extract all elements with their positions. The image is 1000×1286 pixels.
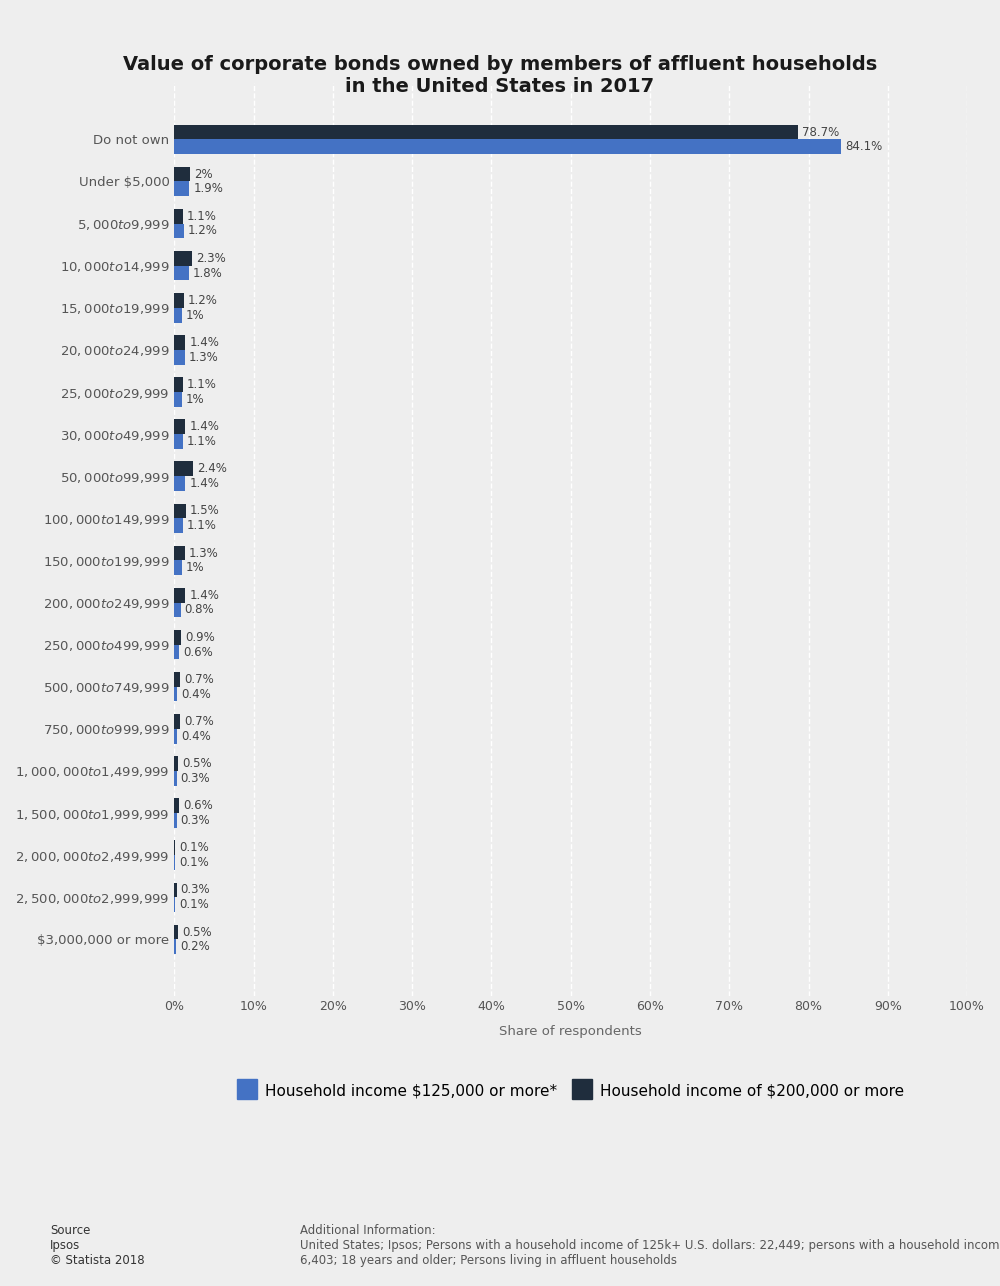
Text: Additional Information:
United States; Ipsos; Persons with a household income of: Additional Information: United States; I… (300, 1224, 1000, 1267)
Bar (174, 518, 183, 534)
Text: 1.4%: 1.4% (189, 589, 219, 602)
Bar (174, 462, 193, 476)
Bar (174, 504, 186, 518)
Text: 0.7%: 0.7% (184, 715, 214, 728)
Bar (174, 714, 180, 729)
Text: 0.8%: 0.8% (185, 603, 214, 616)
Bar (174, 307, 182, 323)
Bar (174, 799, 179, 813)
Bar (174, 139, 841, 154)
Text: 1.1%: 1.1% (187, 520, 217, 532)
Text: 2.4%: 2.4% (197, 463, 227, 476)
Text: 1.4%: 1.4% (189, 421, 219, 433)
Bar (174, 630, 181, 644)
Bar (174, 588, 185, 603)
Bar (174, 756, 178, 770)
Text: 1%: 1% (186, 561, 205, 575)
Text: 1.1%: 1.1% (187, 435, 217, 448)
Bar (174, 266, 189, 280)
Text: 0.3%: 0.3% (181, 883, 210, 896)
Bar (174, 939, 176, 954)
Bar (174, 435, 183, 449)
Text: 1.4%: 1.4% (189, 477, 219, 490)
Bar (174, 729, 177, 743)
Bar (174, 167, 190, 181)
Text: 1%: 1% (186, 309, 205, 322)
Text: 0.9%: 0.9% (185, 630, 215, 644)
Bar (174, 392, 182, 406)
Text: 1.4%: 1.4% (189, 336, 219, 349)
Text: 0.3%: 0.3% (181, 772, 210, 784)
Text: 1%: 1% (186, 392, 205, 406)
Legend: Household income $125,000 or more*, Household income of $200,000 or more: Household income $125,000 or more*, Hous… (230, 1075, 912, 1106)
Bar (174, 419, 185, 435)
Text: 0.2%: 0.2% (180, 940, 210, 953)
Bar (174, 882, 177, 898)
Text: 0.4%: 0.4% (181, 688, 211, 701)
Text: 1.1%: 1.1% (187, 378, 217, 391)
Bar (174, 545, 185, 561)
Text: 78.7%: 78.7% (802, 126, 839, 139)
Text: 1.5%: 1.5% (190, 504, 220, 517)
Text: 0.6%: 0.6% (183, 646, 213, 658)
Bar (174, 336, 185, 350)
Text: 84.1%: 84.1% (845, 140, 882, 153)
Text: 0.3%: 0.3% (181, 814, 210, 827)
X-axis label: Share of respondents: Share of respondents (499, 1025, 642, 1038)
Bar (174, 224, 184, 238)
Text: 1.1%: 1.1% (187, 210, 217, 222)
Bar (174, 813, 177, 828)
Text: 0.5%: 0.5% (182, 926, 212, 939)
Text: 0.4%: 0.4% (181, 729, 211, 743)
Text: 1.2%: 1.2% (188, 294, 218, 307)
Bar (174, 476, 185, 491)
Text: Value of corporate bonds owned by members of affluent households
in the United S: Value of corporate bonds owned by member… (123, 55, 877, 96)
Bar (174, 377, 183, 392)
Text: 1.3%: 1.3% (189, 351, 218, 364)
Text: 0.7%: 0.7% (184, 673, 214, 685)
Text: 0.6%: 0.6% (183, 799, 213, 813)
Bar (174, 603, 181, 617)
Bar (174, 644, 179, 660)
Text: 1.2%: 1.2% (188, 225, 218, 238)
Bar (174, 561, 182, 575)
Bar (174, 208, 183, 224)
Text: 1.8%: 1.8% (192, 266, 222, 279)
Bar (174, 251, 192, 266)
Bar (174, 925, 178, 939)
Text: 1.9%: 1.9% (193, 183, 223, 195)
Text: 0.1%: 0.1% (179, 841, 209, 854)
Bar (174, 293, 184, 307)
Bar (174, 770, 177, 786)
Text: Source
Ipsos
© Statista 2018: Source Ipsos © Statista 2018 (50, 1224, 145, 1267)
Bar (174, 181, 189, 197)
Text: 1.3%: 1.3% (189, 547, 218, 559)
Text: 0.5%: 0.5% (182, 757, 212, 770)
Bar (174, 125, 798, 139)
Text: 0.1%: 0.1% (179, 898, 209, 912)
Bar (174, 673, 180, 687)
Text: 2.3%: 2.3% (196, 252, 226, 265)
Text: 2%: 2% (194, 167, 213, 180)
Text: 0.1%: 0.1% (179, 856, 209, 869)
Bar (174, 687, 177, 701)
Bar (174, 350, 185, 365)
